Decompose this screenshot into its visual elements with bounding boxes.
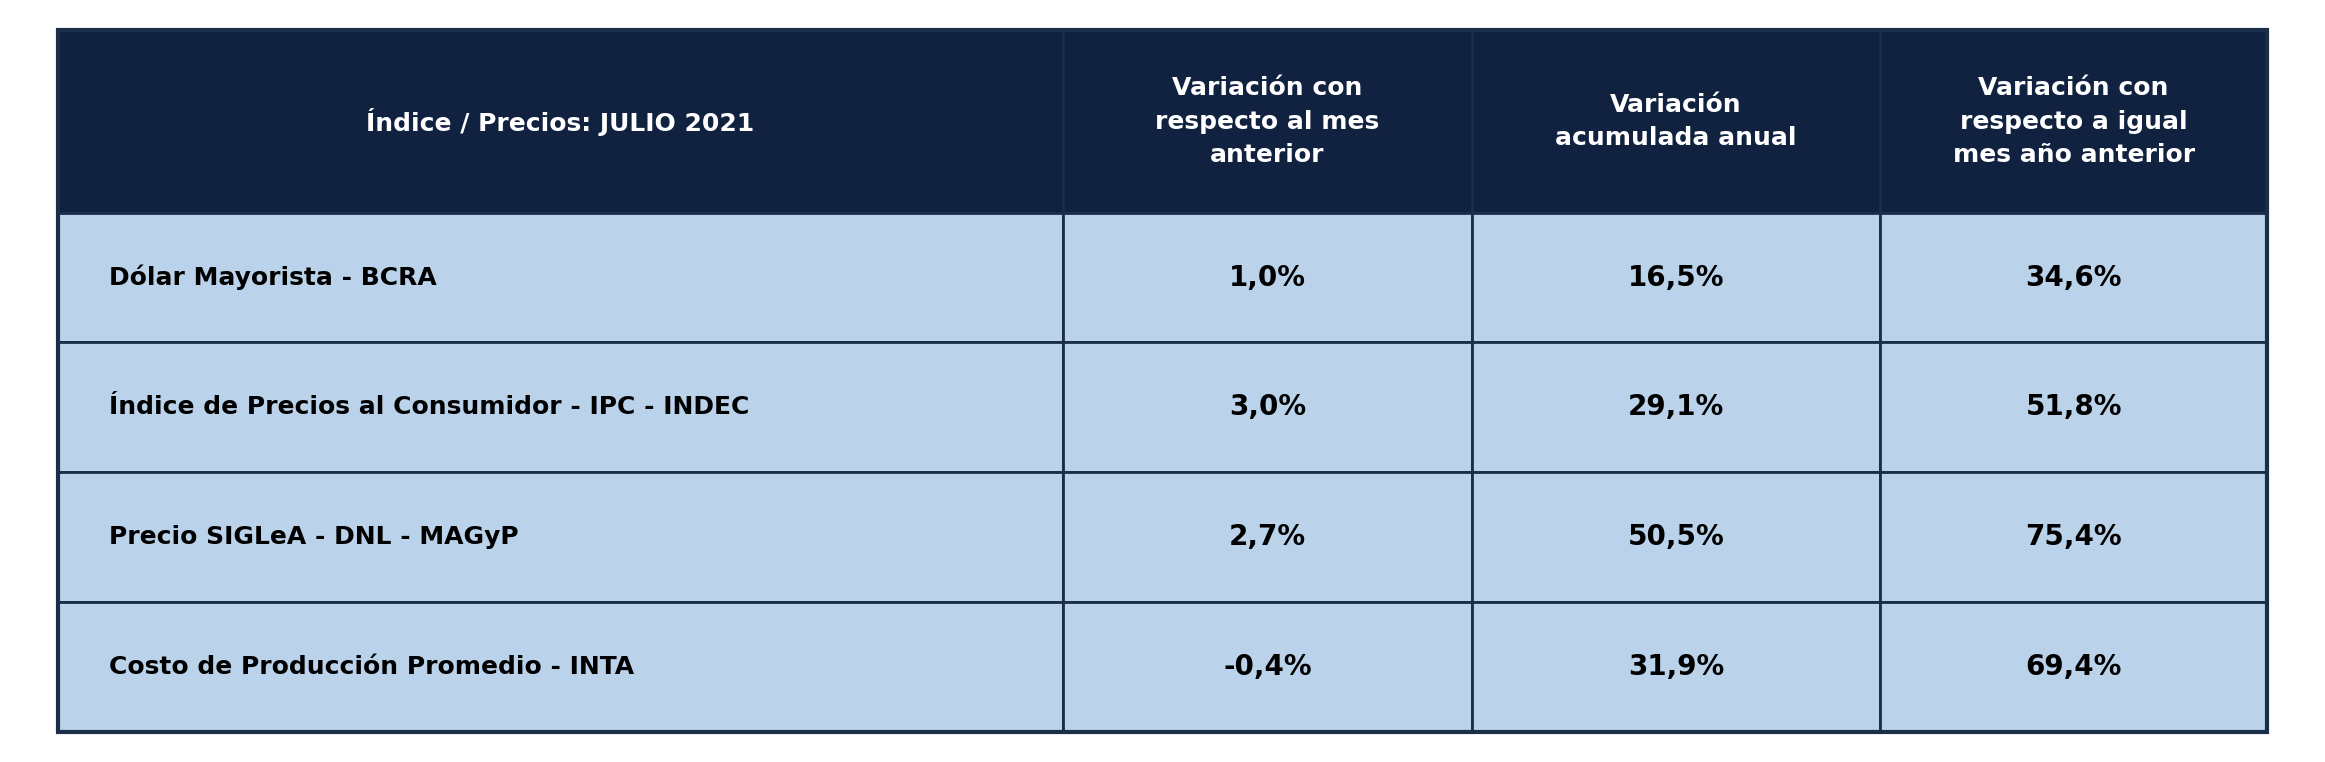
Text: 16,5%: 16,5%	[1628, 264, 1725, 292]
Bar	[58, 342, 1063, 472]
Text: 1,0%: 1,0%	[1230, 264, 1307, 292]
Bar	[1472, 30, 1881, 213]
Text: 75,4%: 75,4%	[2025, 523, 2123, 551]
Bar	[1881, 213, 2267, 342]
Text: 3,0%: 3,0%	[1230, 393, 1307, 421]
Bar	[1472, 602, 1881, 732]
Text: Índice / Precios: JULIO 2021: Índice / Precios: JULIO 2021	[367, 107, 756, 136]
Text: Costo de Producción Promedio - INTA: Costo de Producción Promedio - INTA	[109, 655, 635, 679]
Text: 50,5%: 50,5%	[1628, 523, 1725, 551]
Text: Precio SIGLeA - DNL - MAGyP: Precio SIGLeA - DNL - MAGyP	[109, 525, 518, 549]
Text: 51,8%: 51,8%	[2025, 393, 2123, 421]
Text: 69,4%: 69,4%	[2025, 653, 2123, 680]
Text: Dólar Mayorista - BCRA: Dólar Mayorista - BCRA	[109, 265, 437, 290]
Bar	[58, 213, 1063, 342]
Text: 34,6%: 34,6%	[2025, 264, 2123, 292]
Text: 29,1%: 29,1%	[1628, 393, 1725, 421]
Bar	[1881, 602, 2267, 732]
Text: Índice de Precios al Consumidor - IPC - INDEC: Índice de Precios al Consumidor - IPC - …	[109, 395, 749, 419]
Text: Variación con
respecto al mes
anterior: Variación con respecto al mes anterior	[1156, 76, 1379, 167]
Bar	[58, 472, 1063, 602]
Bar	[1063, 30, 1472, 213]
Bar	[1881, 30, 2267, 213]
Bar	[1472, 213, 1881, 342]
Text: Variación con
respecto a igual
mes año anterior: Variación con respecto a igual mes año a…	[1953, 76, 2195, 167]
Bar	[1472, 342, 1881, 472]
Bar	[1063, 342, 1472, 472]
Bar	[1472, 472, 1881, 602]
Bar	[1063, 472, 1472, 602]
Text: Variación
acumulada anual: Variación acumulada anual	[1555, 93, 1797, 150]
Text: -0,4%: -0,4%	[1223, 653, 1311, 680]
Bar	[58, 602, 1063, 732]
Text: 31,9%: 31,9%	[1628, 653, 1725, 680]
Bar	[1063, 213, 1472, 342]
Bar	[1881, 342, 2267, 472]
Text: 2,7%: 2,7%	[1230, 523, 1307, 551]
Bar	[58, 30, 1063, 213]
Bar	[1881, 472, 2267, 602]
Bar	[1063, 602, 1472, 732]
